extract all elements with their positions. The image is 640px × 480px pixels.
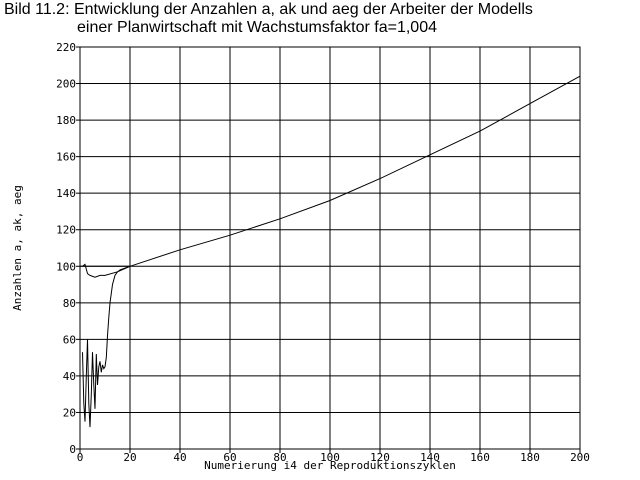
y-axis-title: Anzahlen a, ak, aeg	[11, 185, 24, 311]
y-tick-label: 100	[56, 260, 76, 273]
y-tick-label: 120	[56, 224, 76, 237]
y-tick-label: 60	[63, 333, 76, 346]
x-tick-label: 180	[520, 451, 540, 464]
chart-title: Bild 11.2: Entwicklung der Anzahlen a, a…	[4, 1, 533, 18]
x-tick-labels: 0 20 40 60 80 100 120 140 160 180 200	[77, 451, 590, 464]
x-tick-label: 200	[570, 451, 590, 464]
x-tick-label: 20	[123, 451, 136, 464]
series-line-2	[82, 263, 131, 278]
chart-subtitle: einer Planwirtschaft mit Wachstumsfaktor…	[77, 19, 437, 36]
x-tick-label: 0	[77, 451, 84, 464]
grid	[76, 46, 581, 453]
y-tick-label: 80	[63, 297, 76, 310]
y-tick-label: 200	[56, 78, 76, 91]
y-tick-label: 40	[63, 370, 76, 383]
x-axis-title: Numerierung i4 der Reproduktionszyklen	[204, 459, 456, 472]
y-tick-label: 0	[69, 443, 76, 456]
series-line-3	[82, 265, 131, 428]
y-tick-label: 20	[63, 406, 76, 419]
x-tick-label: 140	[420, 451, 440, 464]
data-series	[80, 75, 581, 428]
y-tick-label: 160	[56, 151, 76, 164]
series-line-1	[80, 75, 581, 267]
x-tick-label: 120	[370, 451, 390, 464]
y-tick-label: 140	[56, 187, 76, 200]
x-tick-label: 40	[173, 451, 186, 464]
y-tick-label: 180	[56, 114, 76, 127]
x-tick-label: 160	[470, 451, 490, 464]
x-tick-label: 100	[320, 451, 340, 464]
x-tick-label: 60	[223, 451, 236, 464]
y-tick-label: 220	[56, 41, 76, 54]
y-tick-labels: 0 20 40 60 80 100 120 140 160 180 200 220	[56, 41, 76, 456]
x-tick-label: 80	[273, 451, 286, 464]
